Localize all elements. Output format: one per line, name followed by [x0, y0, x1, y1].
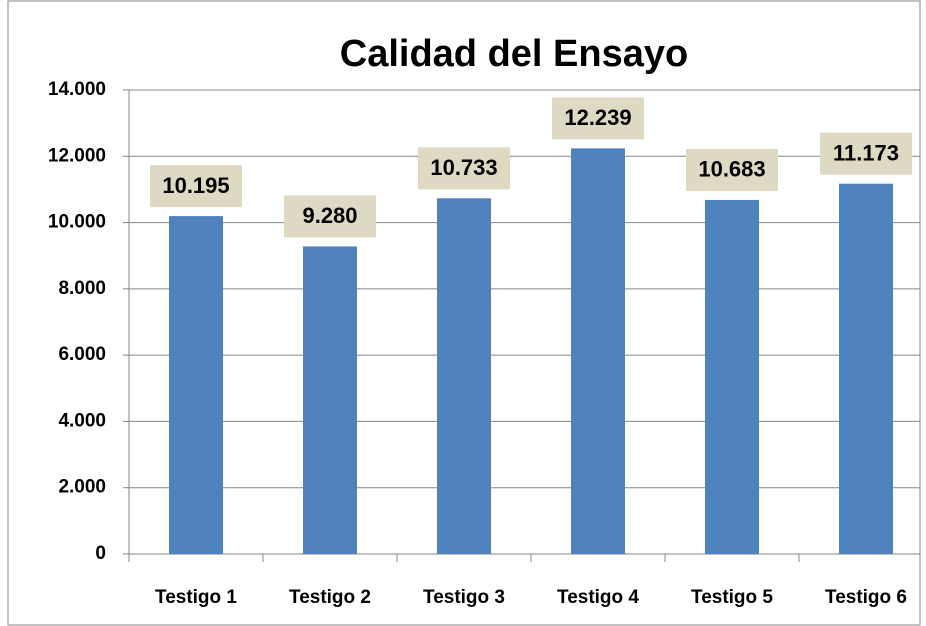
data-label-box	[820, 132, 912, 175]
x-tick-label: Testigo 3	[423, 587, 505, 608]
bar	[169, 216, 223, 554]
bar	[571, 148, 625, 555]
y-tick-label: 0	[95, 543, 106, 564]
data-label-box	[552, 97, 644, 140]
data-label-box	[686, 148, 778, 191]
x-tick-label: Testigo 5	[691, 587, 773, 608]
x-tick-label: Testigo 4	[557, 587, 639, 608]
data-label-box	[284, 195, 376, 238]
bar	[303, 246, 357, 555]
data-label: 9.280	[302, 203, 357, 228]
data-label-box	[150, 165, 242, 208]
chart-title: Calidad del Ensayo	[340, 33, 688, 75]
y-tick-label: 6.000	[58, 344, 106, 365]
x-tick-label: Testigo 6	[825, 587, 907, 608]
y-tick-label: 12.000	[48, 145, 106, 166]
y-tick-label: 10.000	[48, 212, 106, 233]
x-tick-label: Testigo 1	[155, 587, 237, 608]
bar	[437, 198, 491, 554]
data-label: 10.733	[430, 155, 497, 180]
data-label: 10.683	[698, 157, 765, 182]
data-label: 10.195	[162, 173, 229, 198]
data-label: 11.173	[833, 141, 899, 166]
data-label-box	[418, 147, 510, 190]
y-tick-label: 14.000	[48, 79, 106, 100]
bar	[705, 199, 759, 554]
y-tick-label: 8.000	[58, 278, 106, 299]
data-label: 12.239	[564, 105, 631, 130]
bar	[839, 183, 893, 554]
y-tick-label: 2.000	[58, 477, 106, 498]
y-tick-label: 4.000	[58, 410, 106, 431]
x-tick-label: Testigo 2	[289, 587, 371, 608]
